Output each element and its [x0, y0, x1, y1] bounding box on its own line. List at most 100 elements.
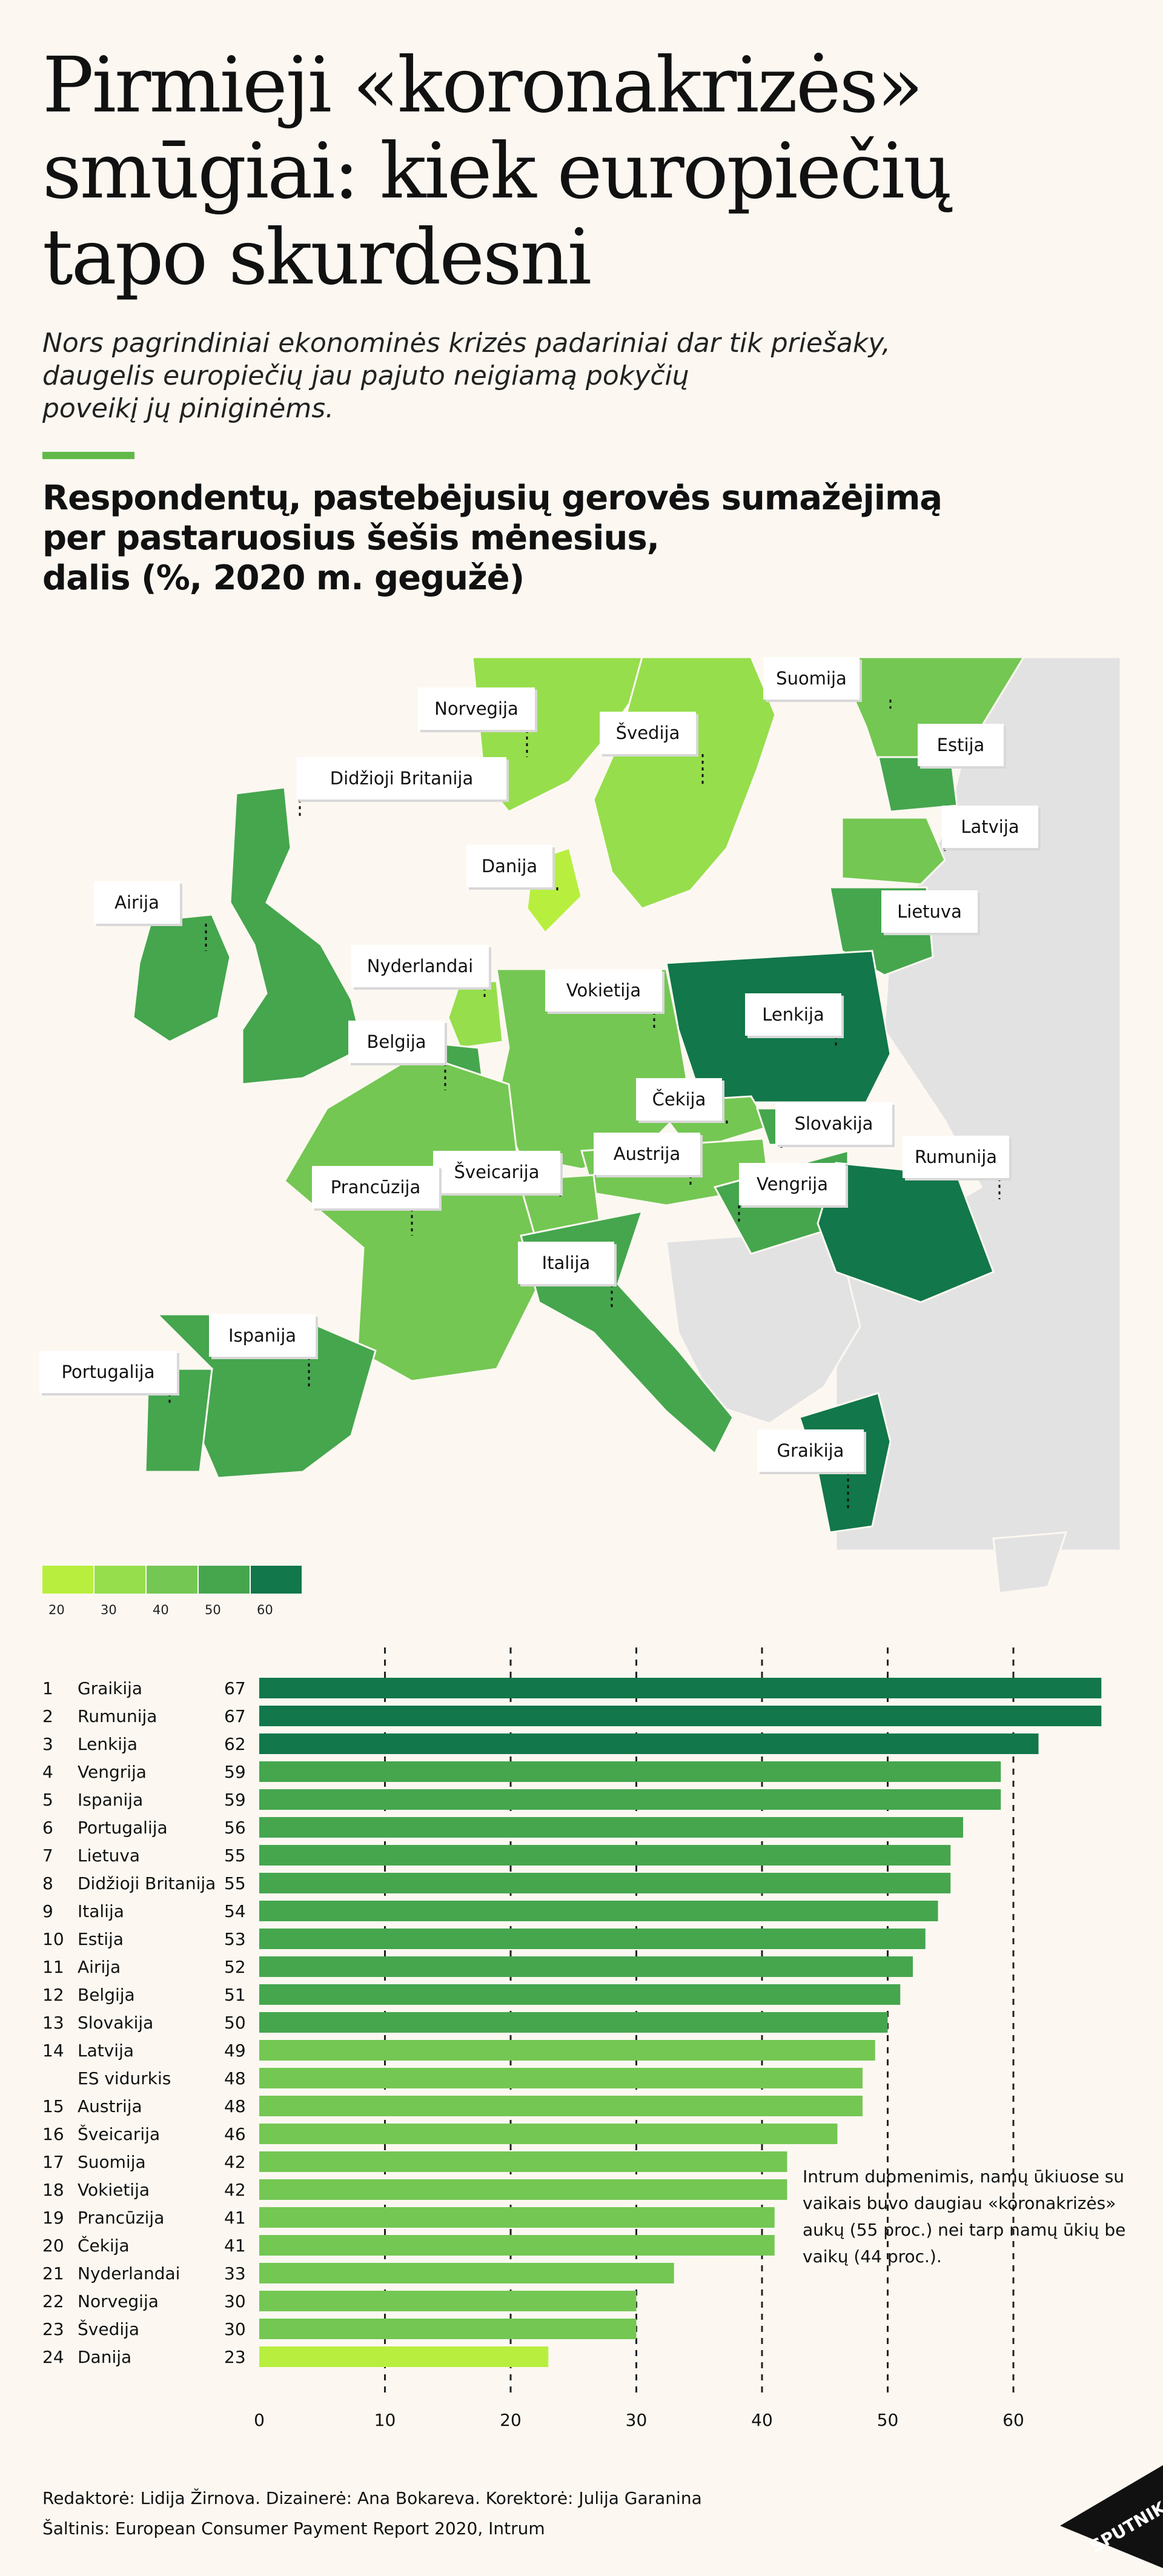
bar: [259, 2012, 888, 2033]
map-label-box: [757, 1429, 864, 1472]
map-label-text: Didžioji Britanija: [330, 768, 473, 789]
bar-rank: 9: [42, 1901, 53, 1921]
map-label-text: Airija: [114, 892, 159, 913]
logo-shape: [1060, 2465, 1163, 2568]
bar-rank: 22: [42, 2291, 64, 2311]
map-label-text: Švedija: [616, 723, 680, 743]
map-label-text: Italija: [542, 1253, 591, 1273]
bar-value-label: 48: [224, 2068, 246, 2088]
note-text: Intrum duomenimis, namų ūkiuose su vaika…: [803, 2167, 1126, 2266]
map-label-text: Latvija: [961, 816, 1019, 837]
bar: [259, 2207, 775, 2228]
bar-rank: 13: [42, 2013, 64, 2033]
chart-title: Respondentų, pastebėjusių gerovės sumažė…: [42, 478, 943, 598]
credits: Redaktorė: Lidija Žirnova. Dizainerė: An…: [42, 2483, 702, 2544]
bar-label: ES vidurkis: [78, 2068, 171, 2088]
map-label-Graikija: Graikija: [757, 1429, 866, 1508]
map-label-text: Slovakija: [795, 1113, 873, 1134]
bar-label: Airija: [78, 1957, 121, 1977]
bar-row: 24 Danija 23: [42, 2346, 549, 2367]
bar: [259, 2040, 875, 2061]
map-label-box: [903, 1136, 1009, 1178]
bar-row: 18 Vokietija 42: [42, 2179, 787, 2200]
bar-label: Šveicarija: [78, 2124, 160, 2144]
bar-label: Belgija: [78, 1985, 135, 2005]
map-label-text: Lenkija: [762, 1004, 824, 1025]
map-label-box: [418, 687, 535, 730]
x-tick-label: 60: [1002, 2410, 1024, 2430]
bar: [259, 2235, 775, 2256]
map-label-Didžioji Britanija: Didžioji Britanija: [297, 757, 509, 818]
bar-value-label: 49: [224, 2041, 246, 2061]
bar-row: 4 Vengrija 59: [42, 1761, 1001, 1782]
bar-row: 2 Rumunija 67: [42, 1706, 1102, 1726]
bar-row: 3 Lenkija 62: [42, 1733, 1039, 1754]
bar-row: 11 Airija 52: [42, 1956, 913, 1977]
map-label-box: [466, 845, 552, 887]
legend-tick-label: 40: [153, 1603, 169, 1617]
map-label-Norvegija: Norvegija: [418, 687, 537, 757]
map-label-box: [775, 1102, 892, 1145]
subtitle: Nors pagrindiniai ekonominės krizės pada…: [42, 328, 890, 424]
bar: [259, 1929, 926, 1949]
bar-value-label: 46: [224, 2124, 246, 2144]
map-label-text: Vengrija: [757, 1174, 828, 1194]
bar-label: Austrija: [78, 2096, 142, 2116]
map-label-box: [312, 1166, 439, 1208]
map-label-box: [763, 657, 860, 700]
page-title: Pirmieji «koronakrizės» smūgiai: kiek eu…: [42, 41, 952, 302]
bar-value-label: 33: [224, 2263, 246, 2283]
bar-label: Graikija: [78, 1678, 142, 1698]
bar-chart: 1 Graikija 672 Rumunija 673 Lenkija 624 Vengrij…: [42, 1647, 1102, 2430]
map-label-Švedija: Švedija: [600, 712, 704, 787]
bar-label: Suomija: [78, 2152, 146, 2172]
bar-label: Čekija: [78, 2235, 130, 2256]
bar-value-label: 67: [224, 1678, 246, 1698]
bar-value-label: 52: [224, 1957, 246, 1977]
bar-row: 17 Suomija 42: [42, 2151, 787, 2172]
map-label-box: [594, 1133, 700, 1175]
color-legend: 20 30 40 50 60: [42, 1566, 302, 1617]
bar-rank: 4: [42, 1762, 53, 1782]
bar-value-label: 42: [224, 2152, 246, 2172]
map-label-text: Lietuva: [897, 901, 962, 922]
bar: [259, 2346, 549, 2367]
bar: [259, 2263, 674, 2283]
map-label-text: Vokietija: [566, 980, 641, 1001]
bar: [259, 2124, 838, 2144]
bar-label: Švedija: [78, 2319, 139, 2339]
map-label-Italija: Italija: [518, 1242, 617, 1308]
bar-rank: 5: [42, 1790, 53, 1810]
legend-swatch: [251, 1566, 302, 1594]
bar-row: 5 Ispanija 59: [42, 1789, 1001, 1810]
bar-label: Estija: [78, 1929, 124, 1949]
map-label-text: Graikija: [777, 1440, 844, 1461]
bar-value-label: 51: [224, 1985, 246, 2005]
bar-label: Danija: [78, 2347, 131, 2367]
bar: [259, 1678, 1102, 1698]
map-country-Didžioji Britanija: [229, 786, 365, 1085]
bar-value-label: 42: [224, 2180, 246, 2200]
map-label-Suomija: Suomija: [763, 657, 892, 709]
bar-row: 16 Šveicarija 46: [42, 2124, 838, 2144]
map-label-Slovakija: Slovakija: [775, 1102, 895, 1151]
bar-label: Lietuva: [78, 1846, 140, 1866]
bar-label: Prancūzija: [78, 2208, 164, 2228]
map-nodata-region: [992, 1531, 1068, 1594]
bar-rank: 2: [42, 1706, 53, 1726]
bar: [259, 1845, 951, 1866]
map-label-box: [433, 1151, 560, 1193]
bar-rank: 16: [42, 2124, 64, 2144]
map-label-Danija: Danija: [466, 845, 558, 890]
bar-rank: 10: [42, 1929, 64, 1949]
map-label-box: [297, 757, 506, 800]
bar: [259, 1817, 963, 1838]
credits-staff: Redaktorė: Lidija Žirnova. Dizainerė: An…: [42, 2488, 702, 2508]
bar: [259, 2319, 637, 2339]
bar: [259, 2179, 787, 2200]
bar-value-label: 55: [224, 1873, 246, 1893]
map-country-Latvija: [841, 816, 946, 886]
bar: [259, 1706, 1102, 1726]
bar: [259, 2291, 637, 2311]
map-label-box: [881, 890, 978, 933]
